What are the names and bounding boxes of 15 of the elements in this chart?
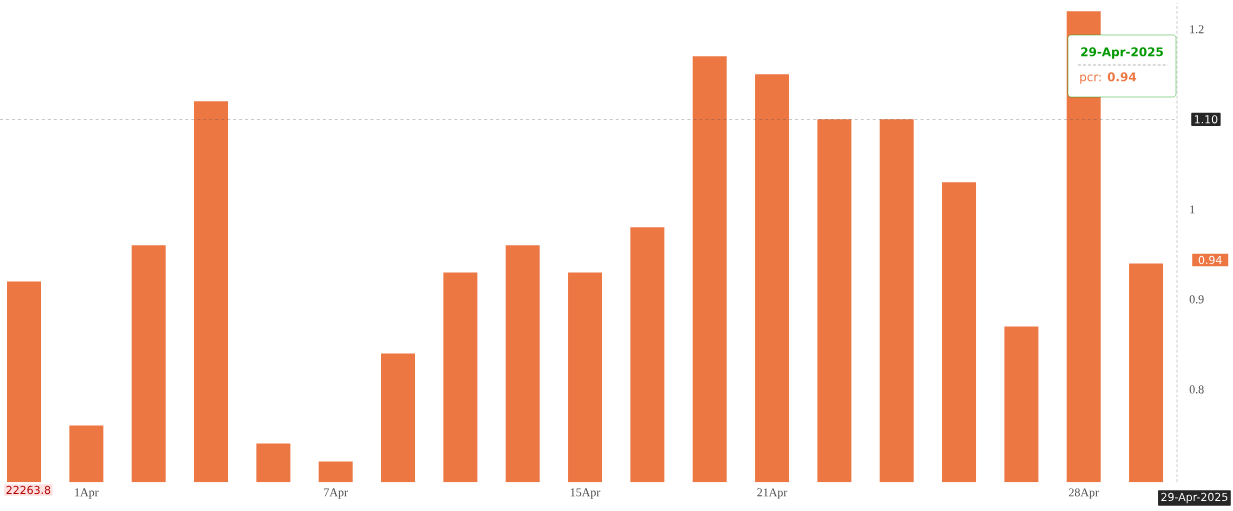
text: 0.94: [1198, 255, 1222, 265]
y-tick-label: 1: [1190, 205, 1195, 214]
text: 29-Apr-2025: [1161, 492, 1228, 504]
x-tick-label: 28Apr: [1068, 488, 1099, 499]
y-tick-label: 0.9: [1189, 295, 1204, 304]
x-tick-label: 1Apr: [75, 488, 99, 499]
ref-line-label: 1.10: [1194, 115, 1218, 124]
y-tick-label: 0.8: [1189, 385, 1204, 394]
text: 22263.8: [6, 485, 51, 495]
annotation: 29-Apr-2025: [1081, 47, 1163, 59]
y-tick-label: 1.2: [1190, 25, 1204, 34]
x-tick-label: 15Apr: [570, 488, 601, 499]
x-tick-label: 7Apr: [324, 488, 348, 499]
annotation: pcr: 0.94: [1080, 72, 1137, 84]
x-tick-label: 21Apr: [757, 488, 788, 499]
